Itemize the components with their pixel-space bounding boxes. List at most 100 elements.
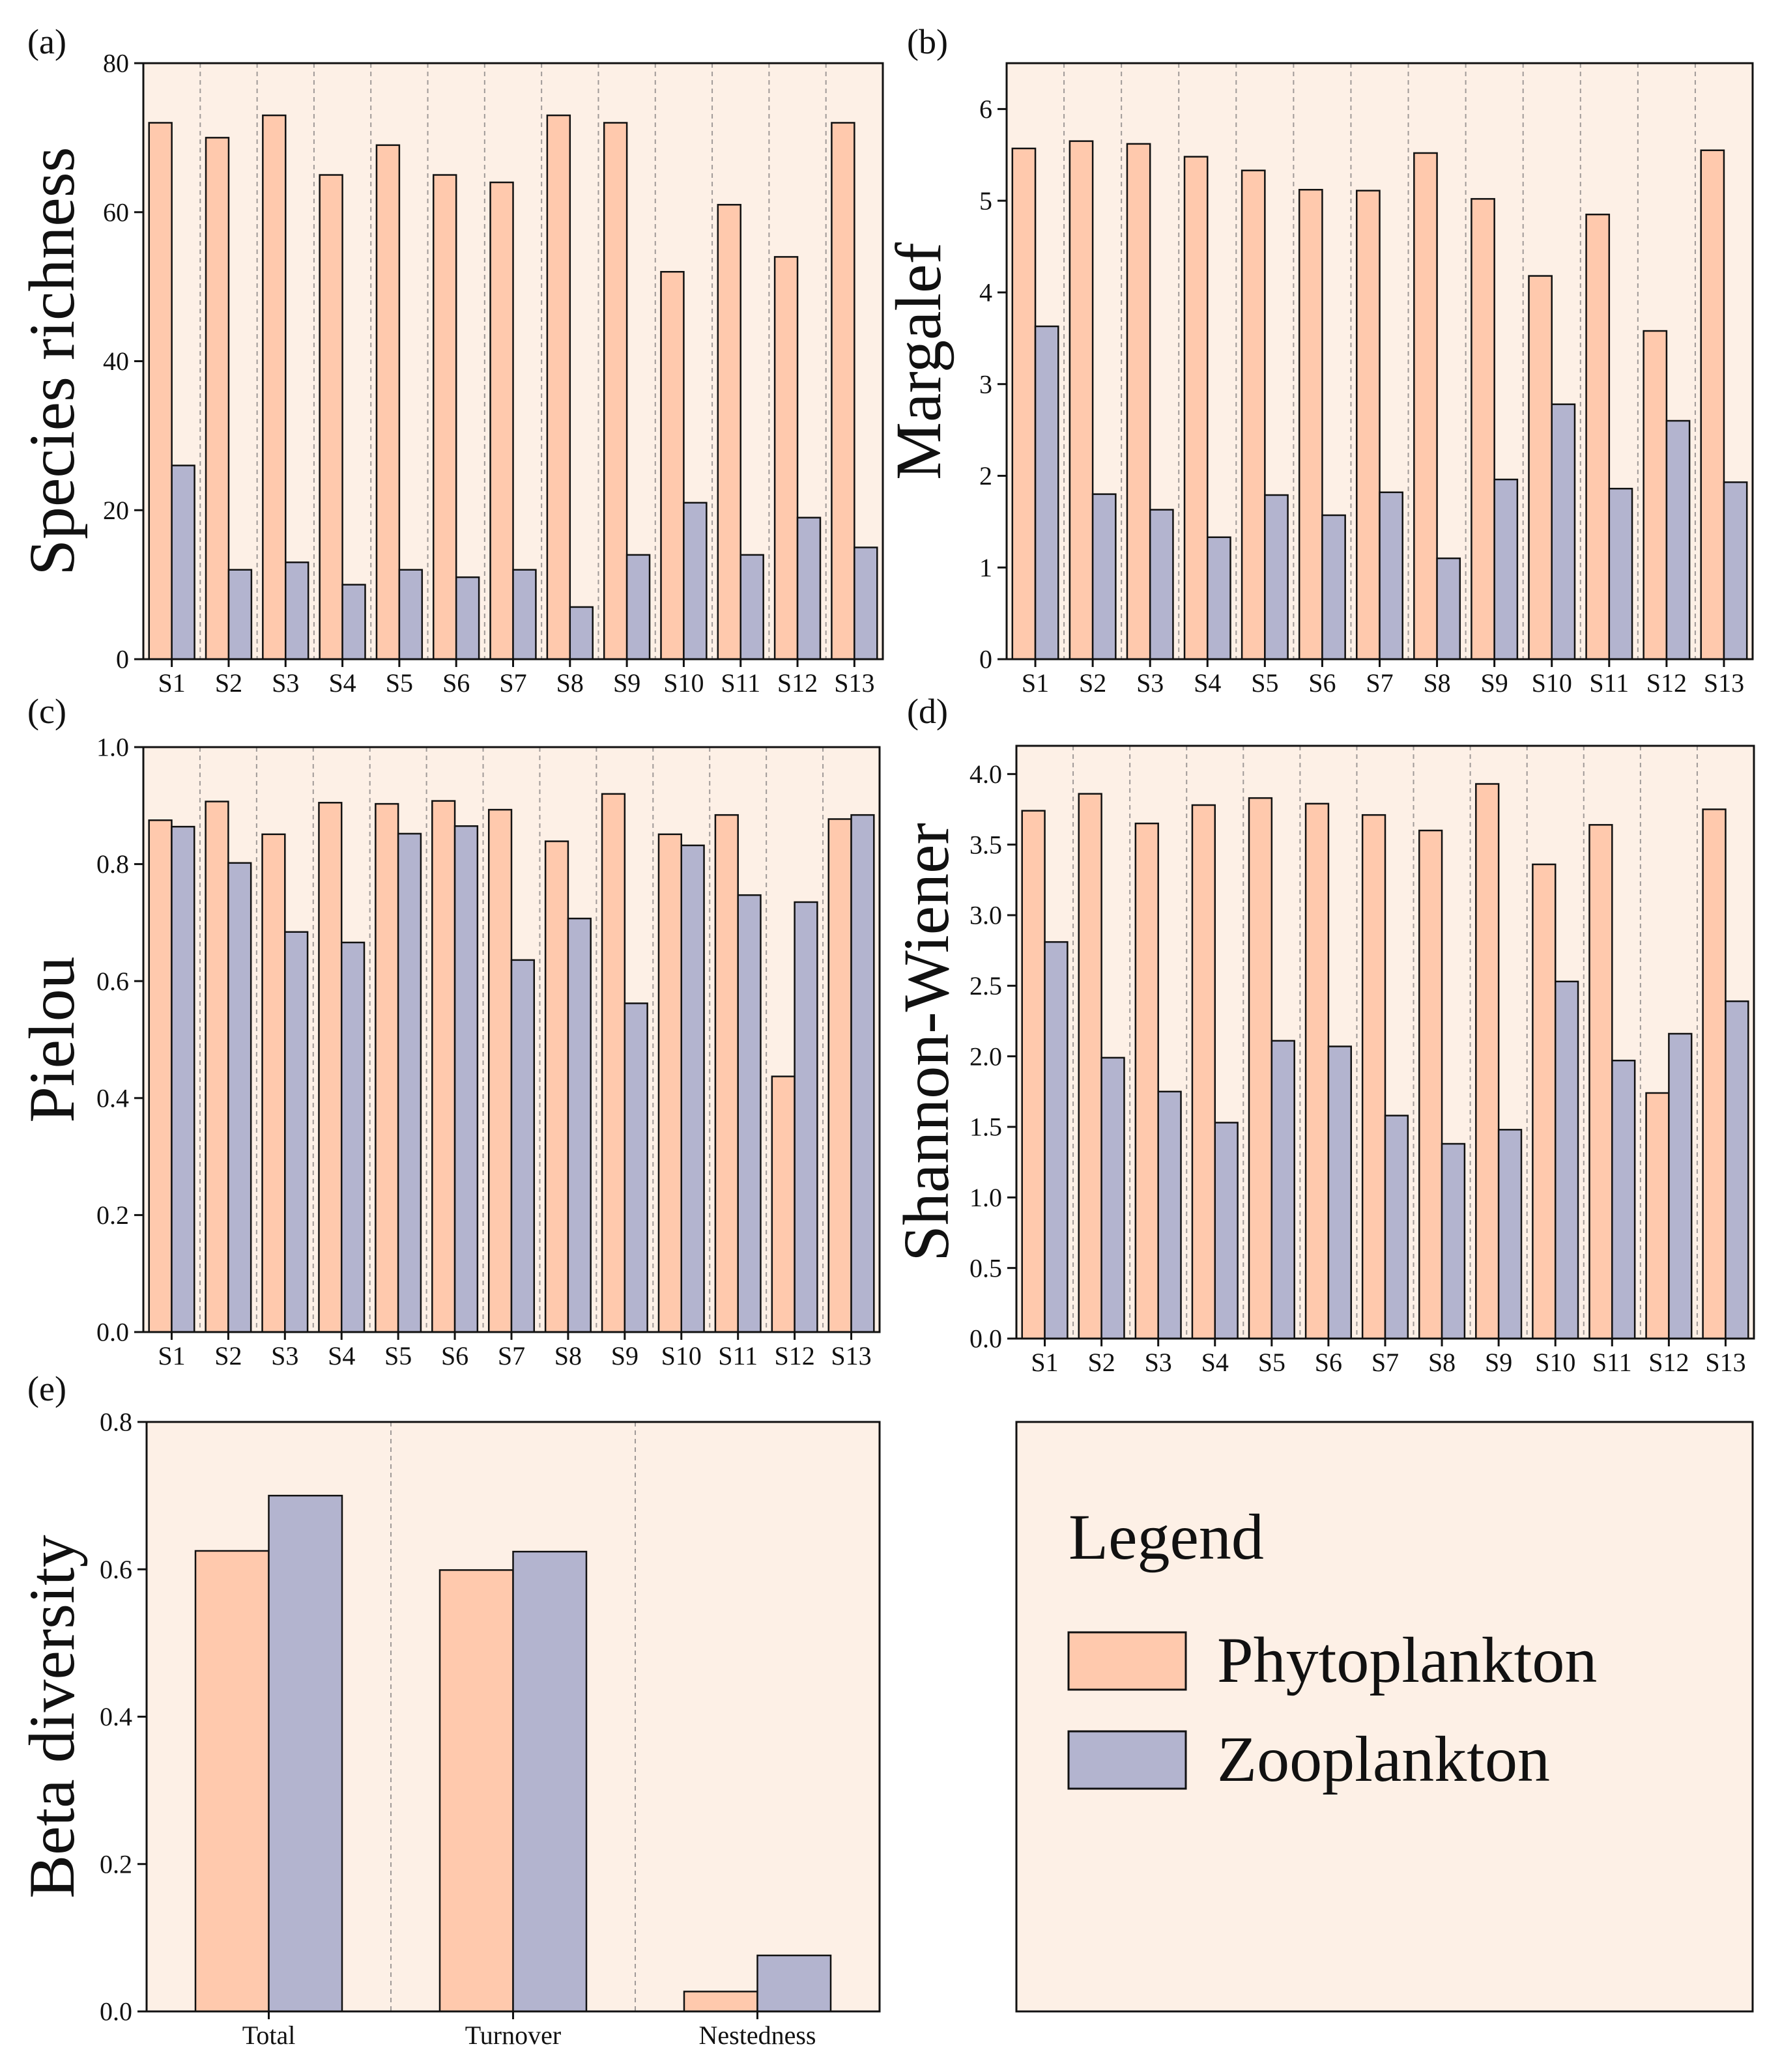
bar-phytoplankton-s12 [771, 1075, 796, 1333]
legend-box [1015, 1421, 1754, 2013]
bar-zooplankton-s2 [227, 569, 253, 660]
bar-phytoplankton-s7 [1361, 814, 1386, 1340]
bar-phytoplankton-s2 [205, 137, 230, 660]
bar-phytoplankton-s11 [717, 204, 741, 660]
x-tick-label: S7 [498, 1341, 525, 1370]
bar-zooplankton-s9 [1493, 478, 1519, 660]
bar-zooplankton-s7 [510, 959, 536, 1333]
bar-zooplankton-s9 [625, 554, 651, 660]
bar-phytoplankton-s3 [1134, 822, 1159, 1340]
x-tick-label: S6 [1308, 668, 1336, 698]
y-tick-label: 0.4 [100, 1702, 132, 1731]
bar-phytoplankton-s9 [603, 122, 628, 660]
bar-phytoplankton-s7 [489, 181, 514, 660]
bar-phytoplankton-turnover [438, 1569, 514, 2013]
bar-zooplankton-s5 [1264, 494, 1289, 660]
x-tick-label: S6 [442, 668, 470, 698]
bar-zooplankton-s8 [1441, 1142, 1466, 1340]
x-tick-label: S2 [215, 668, 242, 698]
x-tick-label: S8 [1428, 1348, 1456, 1377]
y-tick-label: 1.5 [969, 1113, 1002, 1142]
chart-panel-e: 0.0 0.2 0.4 0.6 0.8 Total Turnover Nestedness Be… [16, 1369, 881, 2050]
x-tick-label: S10 [1535, 1348, 1575, 1377]
bar-zooplankton-s1 [1034, 325, 1059, 660]
y-tick-label: 0.0 [96, 1318, 129, 1347]
bar-zooplankton-s10 [683, 502, 708, 660]
bar-phytoplankton-s13 [1700, 149, 1725, 660]
bar-zooplankton-s4 [1214, 1122, 1239, 1340]
bar-zooplankton-s8 [1436, 557, 1461, 660]
panel-label: (a) [27, 22, 66, 61]
panel-label: (b) [907, 22, 948, 61]
y-tick-label: 3.5 [969, 830, 1002, 859]
bar-phytoplankton-s9 [1475, 783, 1500, 1340]
bar-zooplankton-s8 [569, 606, 594, 660]
bar-phytoplankton-s3 [261, 833, 286, 1333]
y-tick-label: 0.4 [96, 1083, 129, 1113]
bar-zooplankton-s7 [1384, 1114, 1409, 1340]
legend: Legend Phytoplankton Zooplankton [1015, 1421, 1754, 2013]
bar-zooplankton-s2 [1091, 493, 1117, 660]
chart-panel-b: 0 1 2 3 4 5 6 S1 S2 S3 S4 S5 S6 S7 S8 S9 S10 S11 S12 S13 Mar… [882, 22, 1754, 698]
bar-zooplankton-s12 [796, 517, 822, 660]
bar-zooplankton-s3 [284, 931, 309, 1333]
bar-zooplankton-s3 [285, 561, 309, 660]
x-tick-label: S7 [499, 668, 526, 698]
y-tick-label: 2.5 [969, 971, 1002, 1001]
bar-phytoplankton-s5 [375, 144, 401, 660]
y-tick-label: 1.0 [969, 1183, 1002, 1212]
x-tick-label: S8 [554, 1341, 582, 1370]
y-tick-label: 0.0 [969, 1324, 1002, 1354]
y-tick-label: 4.0 [969, 759, 1002, 789]
x-tick-label: S5 [1251, 668, 1278, 698]
bar-phytoplankton-s2 [1069, 140, 1094, 660]
x-tick-label: S8 [1423, 668, 1450, 698]
bar-phytoplankton-s8 [544, 840, 569, 1333]
bar-phytoplankton-s12 [773, 256, 799, 660]
x-tick-label: S12 [1648, 1348, 1689, 1377]
x-tick-label: S9 [611, 1341, 639, 1370]
bar-phytoplankton-s13 [831, 122, 855, 660]
bar-zooplankton-s1 [171, 825, 195, 1333]
y-tick-label: 1.0 [96, 733, 129, 762]
bar-phytoplankton-s1 [1021, 810, 1046, 1340]
x-tick-label: S9 [1481, 668, 1508, 698]
y-tick-label: 1 [979, 553, 992, 582]
y-tick-label: 0 [116, 645, 129, 674]
bar-zooplankton-s1 [171, 464, 195, 660]
bar-zooplankton-s10 [1554, 980, 1579, 1340]
bar-phytoplankton-s13 [827, 818, 852, 1333]
y-axis-label: Pielou [16, 956, 88, 1123]
x-tick-label: Total [242, 2021, 296, 2050]
bar-zooplankton-s11 [739, 554, 764, 660]
bar-phytoplankton-s10 [1532, 863, 1557, 1340]
bar-zooplankton-s12 [794, 901, 818, 1333]
bar-zooplankton-s6 [455, 576, 480, 660]
x-tick-label: S10 [1532, 668, 1572, 698]
bar-zooplankton-s2 [227, 862, 252, 1333]
bar-zooplankton-s2 [1100, 1057, 1125, 1340]
bar-zooplankton-s7 [1379, 491, 1403, 660]
bar-phytoplankton-s6 [1304, 802, 1330, 1340]
x-tick-label: S3 [271, 1341, 298, 1370]
panel-label: (e) [27, 1369, 66, 1408]
x-tick-label: S1 [158, 668, 186, 698]
y-tick-label: 5 [979, 186, 992, 216]
y-tick-label: 2.0 [969, 1042, 1002, 1071]
x-tick-label: S2 [1087, 1348, 1115, 1377]
x-tick-label: S4 [1194, 668, 1221, 698]
x-tick-label: S13 [831, 1341, 871, 1370]
y-tick-label: 3.0 [969, 901, 1002, 930]
x-tick-label: S2 [1079, 668, 1106, 698]
x-tick-label: S12 [777, 668, 818, 698]
y-axis-label: Species richness [16, 147, 88, 575]
bar-zooplankton-s9 [1497, 1129, 1523, 1340]
bar-phytoplankton-nestedness [683, 1991, 758, 2013]
bar-zooplankton-s13 [850, 814, 875, 1333]
bar-phytoplankton-s7 [487, 808, 513, 1333]
y-tick-label: 0.5 [969, 1253, 1002, 1283]
bar-zooplankton-s10 [1551, 403, 1576, 660]
x-tick-label: S6 [1315, 1348, 1342, 1377]
bar-phytoplankton-s5 [375, 802, 399, 1333]
